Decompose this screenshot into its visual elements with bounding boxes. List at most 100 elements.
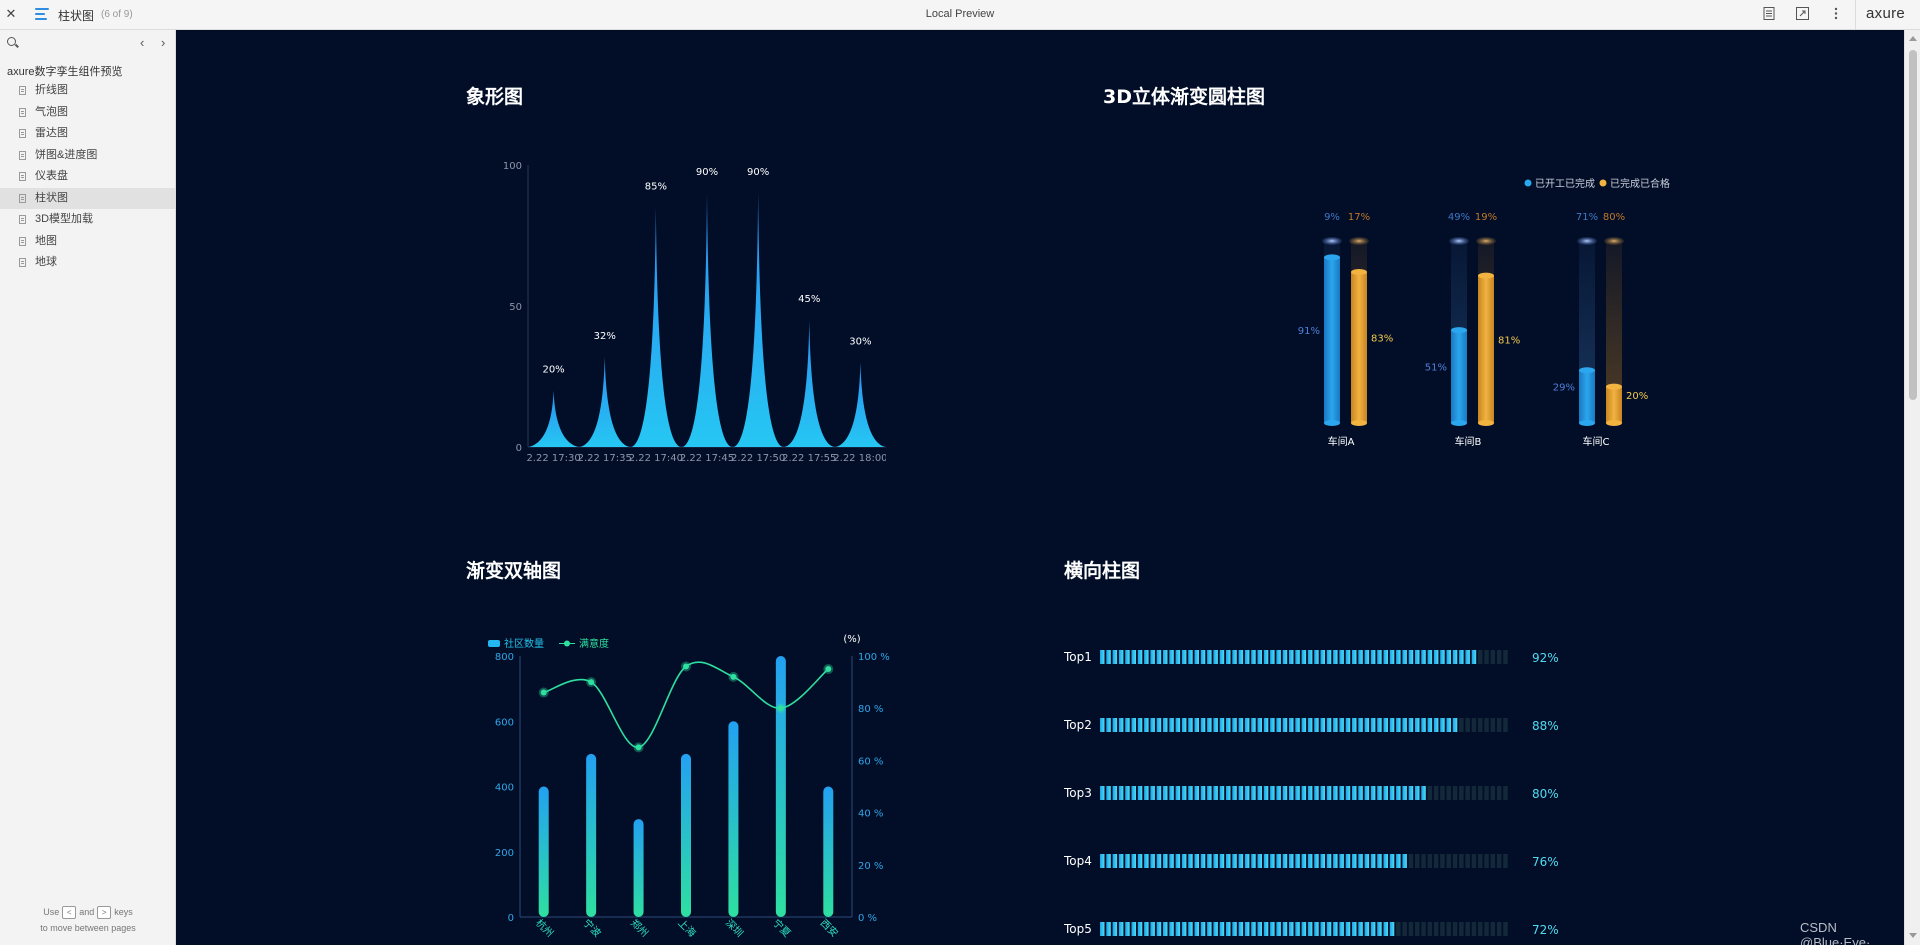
bar-segment-filled: [1389, 786, 1395, 800]
watermark: CSDN @Blue·Eye·: [1800, 920, 1871, 945]
bar-segment-filled: [1370, 922, 1376, 936]
bar-segment-filled: [1314, 922, 1319, 936]
bar-segment-filled: [1326, 922, 1332, 936]
chart-title-pictorial: 象形图: [466, 86, 524, 108]
sidebar-item-0[interactable]: 折线图: [0, 80, 175, 102]
bar-segment-filled: [1213, 718, 1218, 732]
cylinder-bar-base: [1579, 420, 1595, 426]
bar-segment-filled: [1396, 718, 1401, 732]
bar-segment-filled: [1244, 718, 1250, 732]
bar-segment-filled: [1163, 650, 1168, 664]
sidebar-item-5[interactable]: 柱状图: [0, 187, 175, 209]
sidebar-item-8[interactable]: 地球: [0, 252, 175, 274]
bar: [538, 786, 549, 917]
bar-segment-filled: [1251, 718, 1256, 732]
sidebar-item-3[interactable]: 饼图&进度图: [0, 145, 175, 167]
bar-segment-empty: [1446, 854, 1451, 868]
bar-segment-filled: [1421, 786, 1426, 800]
bar-segment-empty: [1465, 854, 1470, 868]
sidebar-item-7[interactable]: 地图: [0, 231, 175, 253]
row-label: Top2: [1064, 718, 1092, 732]
sidebar-item-2[interactable]: 雷达图: [0, 123, 175, 145]
cylinder-top-cap: [1349, 237, 1369, 245]
scrollbar-thumb[interactable]: [1909, 50, 1917, 400]
search-icon[interactable]: [7, 37, 16, 46]
value-label: 76%: [1532, 855, 1559, 869]
bar-segment-filled: [1169, 922, 1174, 936]
bar-segment-filled: [1364, 922, 1370, 936]
bar-segment-empty: [1503, 786, 1508, 800]
bar-segment-filled: [1270, 854, 1275, 868]
bar-segment-filled: [1320, 922, 1325, 936]
bar-segment-empty: [1478, 718, 1483, 732]
project-name: axure数字孪生组件预览: [7, 66, 123, 78]
bar-segment-filled: [1219, 718, 1225, 732]
bar-segment-empty: [1496, 650, 1502, 664]
bar-segment-filled: [1144, 922, 1149, 936]
bar: [633, 819, 644, 917]
x-tick-label: 深圳: [723, 917, 746, 940]
bar-segment-filled: [1333, 922, 1338, 936]
next-page-icon[interactable]: ›: [161, 35, 166, 50]
bar-segment-empty: [1490, 922, 1496, 936]
bar-segment-filled: [1207, 650, 1212, 664]
bar-segment-filled: [1200, 922, 1206, 936]
bar: [586, 753, 597, 917]
bar-segment-filled: [1314, 786, 1319, 800]
bar-segment-filled: [1402, 718, 1407, 732]
x-tick-label: 宁夏: [770, 916, 793, 939]
cylinder-top-cap: [1476, 237, 1496, 245]
bar-segment-filled: [1370, 718, 1376, 732]
bar: [681, 753, 691, 917]
bar-segment-filled: [1219, 650, 1225, 664]
bar-segment-filled: [1156, 854, 1162, 868]
prev-page-icon[interactable]: ‹: [140, 35, 145, 50]
keyboard-hint: Use < and > keys to move between pages: [0, 904, 176, 936]
share-icon[interactable]: [1795, 7, 1809, 21]
page-icon: [19, 193, 26, 203]
bar-segment-filled: [1188, 786, 1193, 800]
right-tick-label: 20 %: [858, 861, 883, 872]
sidebar-item-1[interactable]: 气泡图: [0, 102, 175, 124]
vertical-scrollbar[interactable]: [1904, 30, 1920, 945]
bar-segment-empty: [1484, 854, 1489, 868]
bar-segment-empty: [1490, 854, 1496, 868]
right-axis-unit: (%): [843, 634, 860, 645]
sidebar-item-label: 仪表盘: [35, 170, 68, 182]
bar-segment-empty: [1452, 786, 1458, 800]
bar-segment-filled: [1289, 922, 1294, 936]
line-point: [635, 744, 642, 751]
bar-segment-filled: [1257, 650, 1262, 664]
page-icon: [19, 258, 26, 267]
bar-segment-filled: [1427, 718, 1433, 732]
bar-segment-filled: [1207, 854, 1212, 868]
more-options-icon[interactable]: [1829, 7, 1843, 21]
sidebar-item-6[interactable]: 3D模型加载: [0, 209, 175, 231]
bar-segment-filled: [1270, 786, 1275, 800]
bar-segment-filled: [1301, 786, 1307, 800]
bar-segment-filled: [1213, 650, 1218, 664]
scroll-up-icon[interactable]: [1909, 36, 1917, 41]
bar-segment-filled: [1188, 718, 1193, 732]
bar-segment-filled: [1270, 718, 1275, 732]
data-label: 20%: [542, 365, 564, 376]
close-icon[interactable]: ✕: [5, 6, 17, 21]
bar-segment-filled: [1352, 854, 1357, 868]
cylinder-top-cap: [1449, 237, 1469, 245]
bar-segment-filled: [1213, 854, 1218, 868]
bar-segment-filled: [1282, 854, 1288, 868]
legend: 已开工已完成 已完成已合格: [1524, 177, 1670, 190]
bar-segment-empty: [1396, 922, 1401, 936]
legend-swatch: [488, 640, 500, 647]
bar-segment-filled: [1263, 786, 1269, 800]
sidebar-item-4[interactable]: 仪表盘: [0, 166, 175, 188]
menu-icon[interactable]: [35, 8, 49, 21]
bar-segment-empty: [1402, 922, 1407, 936]
bar-segment-empty: [1478, 854, 1483, 868]
bar-segment-filled: [1282, 718, 1288, 732]
notes-icon[interactable]: [1762, 7, 1776, 21]
bar-segment-filled: [1320, 650, 1325, 664]
brand-logo[interactable]: axure: [1866, 5, 1906, 22]
scroll-down-icon[interactable]: [1909, 933, 1917, 938]
bar-segment-filled: [1333, 650, 1338, 664]
